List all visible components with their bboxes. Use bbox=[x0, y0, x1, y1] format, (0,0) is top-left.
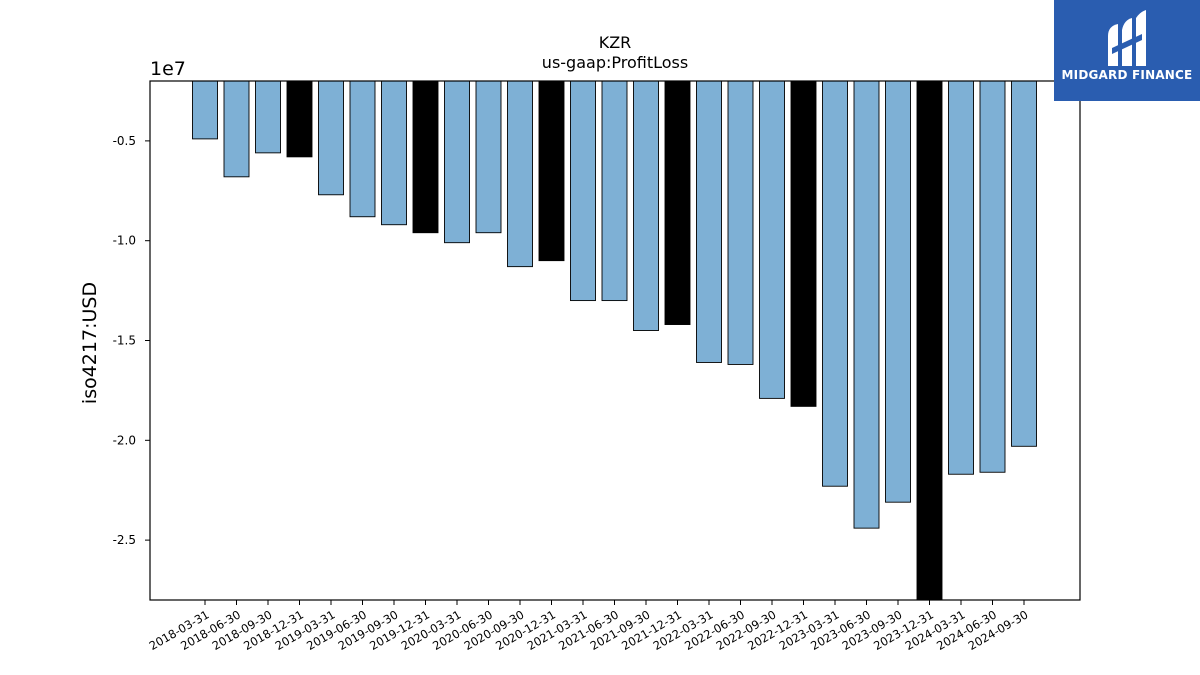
bar-2023-06-30 bbox=[853, 80, 880, 529]
bar-2022-09-30 bbox=[759, 80, 785, 399]
bar-2023-09-30 bbox=[885, 80, 911, 503]
bar-2021-06-30 bbox=[601, 80, 628, 302]
bar-2018-03-31 bbox=[192, 80, 218, 140]
bar-2020-12-31 bbox=[538, 80, 565, 262]
bar-2022-06-30 bbox=[727, 80, 754, 365]
bar-2018-12-31 bbox=[286, 80, 313, 158]
midgard-logo-icon bbox=[1108, 10, 1146, 66]
bar-2020-06-30 bbox=[475, 80, 502, 234]
y-tick-label: -1.0 bbox=[113, 234, 136, 248]
plot-frame bbox=[149, 80, 1081, 601]
y-tick-label: -2.0 bbox=[113, 433, 136, 447]
chart-title: KZR bbox=[599, 33, 632, 52]
bar-2019-09-30 bbox=[381, 80, 407, 226]
y-tick-label: -2.5 bbox=[113, 533, 136, 547]
bar-2018-09-30 bbox=[255, 80, 281, 154]
y-ticks-group: -0.5 -1.0 -1.5 -2.0 -2.5 bbox=[113, 134, 150, 547]
bar-2019-06-30 bbox=[349, 80, 376, 218]
bar-2021-12-31 bbox=[664, 80, 691, 325]
bar-2022-03-31 bbox=[696, 80, 722, 363]
bar-2020-09-30 bbox=[507, 80, 533, 268]
bar-2018-06-30 bbox=[223, 80, 250, 178]
bar-2019-03-31 bbox=[318, 80, 344, 196]
brand-name: MIDGARD FINANCE bbox=[1061, 68, 1193, 82]
bar-2021-09-30 bbox=[633, 80, 659, 331]
y-tick-label: -0.5 bbox=[113, 134, 136, 148]
y-axis-label: iso4217:USD bbox=[79, 282, 101, 404]
bar-2024-06-30 bbox=[979, 80, 1006, 473]
chart-subtitle: us-gaap:ProfitLoss bbox=[542, 53, 688, 72]
bar-2020-03-31 bbox=[444, 80, 470, 244]
brand-logo: MIDGARD FINANCE bbox=[1054, 0, 1200, 101]
bar-2024-03-31 bbox=[948, 80, 974, 475]
bar-2023-12-31 bbox=[916, 80, 943, 601]
bar-2024-09-30 bbox=[1011, 80, 1037, 447]
y-offset-label: 1e7 bbox=[150, 58, 186, 80]
y-tick-label: -1.5 bbox=[113, 334, 136, 348]
bar-2019-12-31 bbox=[412, 80, 439, 234]
bar-2022-12-31 bbox=[790, 80, 817, 407]
bar-2023-03-31 bbox=[822, 80, 848, 487]
bars-group bbox=[192, 80, 1037, 601]
bar-2021-03-31 bbox=[570, 80, 596, 302]
x-ticks-group: 2018-03-312018-06-302018-09-302018-12-31… bbox=[147, 600, 1031, 653]
